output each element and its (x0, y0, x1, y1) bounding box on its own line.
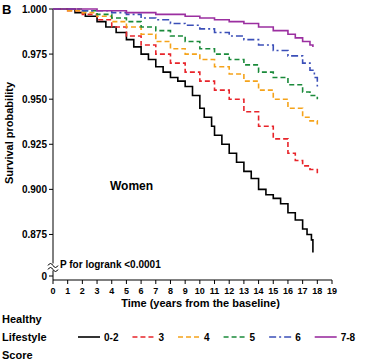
x-tick-label: 4 (109, 286, 114, 296)
x-tick (229, 280, 230, 284)
x-tick (332, 280, 333, 284)
legend-label: 7-8 (341, 332, 356, 343)
legend-label: 0-2 (104, 332, 119, 343)
y-axis-title: Survival probability (3, 81, 15, 184)
x-axis-line (53, 280, 332, 281)
y-tick-label: 0.900 (22, 184, 47, 195)
x-axis-title: Time (years from the baseline) (121, 297, 280, 309)
survival-curve (53, 9, 317, 99)
y-tick (49, 54, 53, 55)
y-tick (49, 234, 53, 235)
x-tick (53, 280, 54, 284)
x-tick-label: 12 (224, 286, 234, 296)
legend-label: 4 (204, 332, 210, 343)
x-tick (287, 280, 288, 284)
y-axis-line (53, 271, 54, 281)
y-tick-label: 0.950 (22, 94, 47, 105)
x-tick (243, 280, 244, 284)
x-tick-label: 15 (268, 286, 278, 296)
x-tick (111, 280, 112, 284)
legend-swatch (315, 336, 337, 338)
x-tick-label: 6 (139, 286, 144, 296)
chart: B Survival probability 1.000 0.975 0.950 0.92… (0, 0, 366, 361)
y-tick-label: 1.000 (22, 4, 47, 15)
x-tick-label: 9 (183, 286, 188, 296)
legend-swatch (224, 336, 246, 338)
survival-curve (53, 9, 317, 173)
legend-swatch (178, 336, 200, 338)
legend-label: 6 (295, 332, 301, 343)
x-tick (170, 280, 171, 284)
y-tick-label: 0.875 (22, 229, 47, 240)
y-tick (49, 276, 53, 277)
x-tick-label: 5 (124, 286, 129, 296)
x-tick-label: 14 (254, 286, 264, 296)
axis-break (48, 264, 58, 272)
legend-label: 5 (250, 332, 256, 343)
survival-curve (53, 9, 317, 124)
x-tick (258, 280, 259, 284)
x-tick-label: 7 (153, 286, 158, 296)
x-tick (67, 280, 68, 284)
x-tick-label: 2 (80, 286, 85, 296)
y-tick-label: 0.975 (22, 49, 47, 60)
plot-area (53, 9, 317, 252)
x-tick (317, 280, 318, 284)
survival-curve (53, 9, 313, 47)
x-tick-label: 8 (168, 286, 173, 296)
x-tick (302, 280, 303, 284)
x-tick (199, 280, 200, 284)
x-tick (141, 280, 142, 284)
x-tick-label: 13 (239, 286, 249, 296)
x-tick-label: 1 (65, 286, 70, 296)
annotation: Women (110, 179, 153, 193)
panel-label: B (2, 2, 11, 17)
y-tick (49, 99, 53, 100)
x-tick-label: 11 (210, 286, 220, 296)
y-tick (49, 9, 53, 10)
annotation: P for logrank <0.0001 (60, 259, 161, 270)
x-tick (155, 280, 156, 284)
x-tick (185, 280, 186, 284)
y-tick-label: 0.925 (22, 139, 47, 150)
x-tick-label: 17 (298, 286, 308, 296)
legend-swatch (132, 336, 154, 338)
legend-swatch (269, 336, 291, 338)
x-tick-label: 16 (283, 286, 293, 296)
x-tick (126, 280, 127, 284)
y-tick (49, 189, 53, 190)
legend-label: 3 (158, 332, 164, 343)
x-tick-label: 19 (327, 286, 337, 296)
x-tick-label: 18 (312, 286, 322, 296)
x-tick-label: 0 (50, 286, 55, 296)
x-tick-label: 3 (95, 286, 100, 296)
y-tick (49, 144, 53, 145)
x-tick (82, 280, 83, 284)
x-tick (97, 280, 98, 284)
x-tick (273, 280, 274, 284)
y-axis-line (53, 9, 54, 264)
legend-swatch (78, 336, 100, 338)
x-tick (214, 280, 215, 284)
survival-curve (53, 9, 317, 87)
x-tick-label: 10 (195, 286, 205, 296)
legend-title: HealthyLifestyleScore (2, 313, 47, 361)
y-tick-label: 0 (41, 271, 47, 282)
